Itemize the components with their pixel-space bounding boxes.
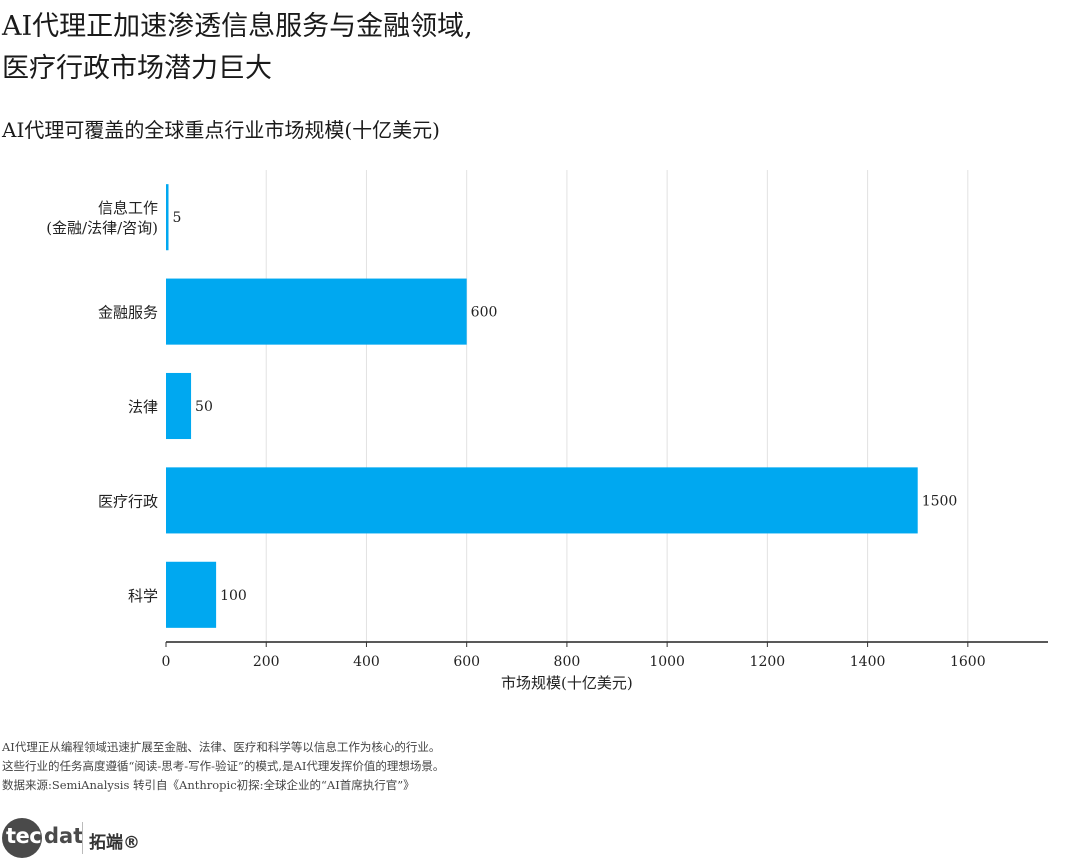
chart-title: AI代理正加速渗透信息服务与金融领域, 医疗行政市场潜力巨大 xyxy=(2,6,473,90)
category-label: 金融服务 xyxy=(98,304,158,322)
bar-value-label: 50 xyxy=(195,399,213,415)
footnote-source: 数据来源:SemiAnalysis 转引自《Anthropic初探:全球企业的“… xyxy=(2,778,415,792)
x-tick-label: 1000 xyxy=(649,654,685,670)
x-tick-label: 600 xyxy=(453,654,480,670)
category-label: 法律 xyxy=(128,398,158,416)
chart-subtitle: AI代理可覆盖的全球重点行业市场规模(十亿美元) xyxy=(2,118,440,142)
x-tick-label: 1200 xyxy=(750,654,786,670)
x-tick-label: 200 xyxy=(253,654,280,670)
logo-text-dat: dat xyxy=(44,824,84,848)
logo-circle-icon xyxy=(2,818,42,858)
logo-text-tec: tec xyxy=(6,824,42,848)
chart-title-line-2: 医疗行政市场潜力巨大 xyxy=(2,53,272,84)
footnotes: AI代理正从编程领域迅速扩展至金融、法律、医疗和科学等以信息工作为核心的行业。 … xyxy=(2,738,444,795)
category-label: 科学 xyxy=(128,587,158,605)
chart-title-line-1: AI代理正加速渗透信息服务与金融领域, xyxy=(2,11,473,42)
x-tick-label: 1400 xyxy=(850,654,886,670)
x-axis-label: 市场规模(十亿美元) xyxy=(501,674,633,692)
x-tick-label: 400 xyxy=(353,654,380,670)
footnote-line-2: 这些行业的任务高度遵循“阅读-思考-写作-验证”的模式,是AI代理发挥价值的理想… xyxy=(2,759,445,773)
bars xyxy=(166,184,918,628)
bar-value-label: 1500 xyxy=(922,493,958,509)
x-tick-label: 1600 xyxy=(950,654,986,670)
bar-value-label: 600 xyxy=(471,305,498,321)
logo-text-cn: 拓端® xyxy=(89,833,140,853)
category-label: (金融/法律/咨询) xyxy=(46,219,158,237)
x-tick-label: 0 xyxy=(162,654,171,670)
x-tick-label: 800 xyxy=(554,654,581,670)
bar xyxy=(166,278,467,345)
bar-value-label: 100 xyxy=(220,588,247,604)
category-label: 医疗行政 xyxy=(98,492,158,510)
x-axis-ticks: 0 200 400 600 800 1000 1200 1400 1600 xyxy=(162,642,986,670)
bar xyxy=(166,372,192,440)
bar xyxy=(166,184,169,251)
bar xyxy=(166,467,918,534)
gridlines xyxy=(265,170,969,642)
footnote-line-1: AI代理正从编程领域迅速扩展至金融、法律、医疗和科学等以信息工作为核心的行业。 xyxy=(2,740,441,754)
logo-divider xyxy=(82,822,83,854)
value-labels: 5 600 50 1500 100 xyxy=(173,210,958,604)
bar xyxy=(166,561,217,628)
bar-value-label: 5 xyxy=(173,210,182,226)
tecdat-logo: tec dat 拓端® xyxy=(2,818,202,860)
category-label: 信息工作 xyxy=(98,199,158,217)
